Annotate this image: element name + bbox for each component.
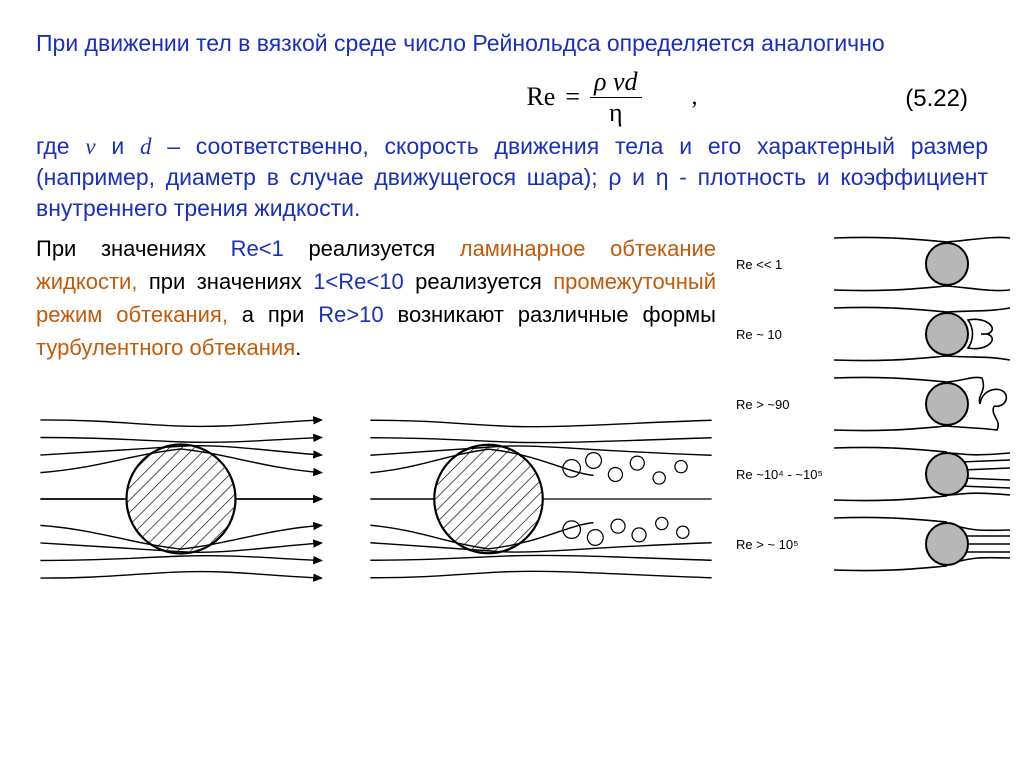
p2-d: d: [140, 134, 152, 159]
p2-t2: и: [96, 133, 140, 159]
formula-eq: =: [565, 82, 580, 112]
p3-t2: реализуется: [284, 236, 460, 261]
formula-num: ρ vd: [590, 69, 642, 98]
paragraph-2: где v и d – соответственно, скорость дви…: [36, 131, 988, 224]
p3-t7: .: [295, 335, 301, 360]
regime-5-label: Re > ~ 10⁵: [736, 537, 826, 552]
big-laminar-diagram: [36, 394, 326, 604]
regime-5: Re > ~ 10⁵: [736, 512, 1012, 576]
regime-3: Re > ~90: [736, 372, 1012, 436]
regime-column: Re << 1 Re ~ 10: [736, 232, 1012, 604]
intro-text: При движении тел в вязкой среде число Ре…: [36, 28, 988, 59]
p3-t5: а при: [228, 302, 318, 327]
regime-2: Re ~ 10: [736, 302, 1012, 366]
p3-t1: При значениях: [36, 236, 231, 261]
regime-2-label: Re ~ 10: [736, 327, 826, 342]
regime-3-diagram: [832, 372, 1012, 436]
equation-number: (5.22): [905, 85, 968, 113]
regime-2-diagram: [832, 302, 1012, 366]
formula-row: Re = ρ vd η , (5.22): [36, 67, 988, 127]
p3-r1: Re<1: [231, 236, 284, 261]
p3-r2: 1<Re<10: [313, 269, 404, 294]
p2-t3: – соответственно, скорость движения тела…: [36, 133, 988, 221]
reynolds-formula: Re = ρ vd η ,: [526, 69, 697, 126]
p3-t3: при значениях: [137, 269, 313, 294]
formula-den: η: [605, 98, 627, 126]
regime-1-diagram: [832, 232, 1012, 296]
p2-t1: где: [36, 133, 85, 159]
formula-comma: ,: [692, 84, 698, 111]
p3-r3: Re>10: [318, 302, 383, 327]
p3-b3: турбулентного обтекания: [36, 335, 295, 360]
p3-t4: реализуется: [404, 269, 554, 294]
regime-5-diagram: [832, 512, 1012, 576]
formula-lhs: Re: [526, 82, 555, 112]
big-turbulent-diagram: [366, 394, 716, 604]
p3-t6: возникают различные формы: [384, 302, 716, 327]
regime-4-diagram: [832, 442, 1012, 506]
regime-3-label: Re > ~90: [736, 397, 826, 412]
regime-1: Re << 1: [736, 232, 1012, 296]
regime-1-label: Re << 1: [736, 257, 826, 272]
big-figures-row: [36, 394, 716, 604]
formula-fraction: ρ vd η: [590, 69, 642, 126]
regime-4: Re ~10⁴ - ~10⁵: [736, 442, 1012, 506]
p2-v: v: [85, 134, 95, 159]
paragraph-3: При значениях Re<1 реализуется ламинарно…: [36, 232, 716, 364]
regime-4-label: Re ~10⁴ - ~10⁵: [736, 467, 826, 482]
